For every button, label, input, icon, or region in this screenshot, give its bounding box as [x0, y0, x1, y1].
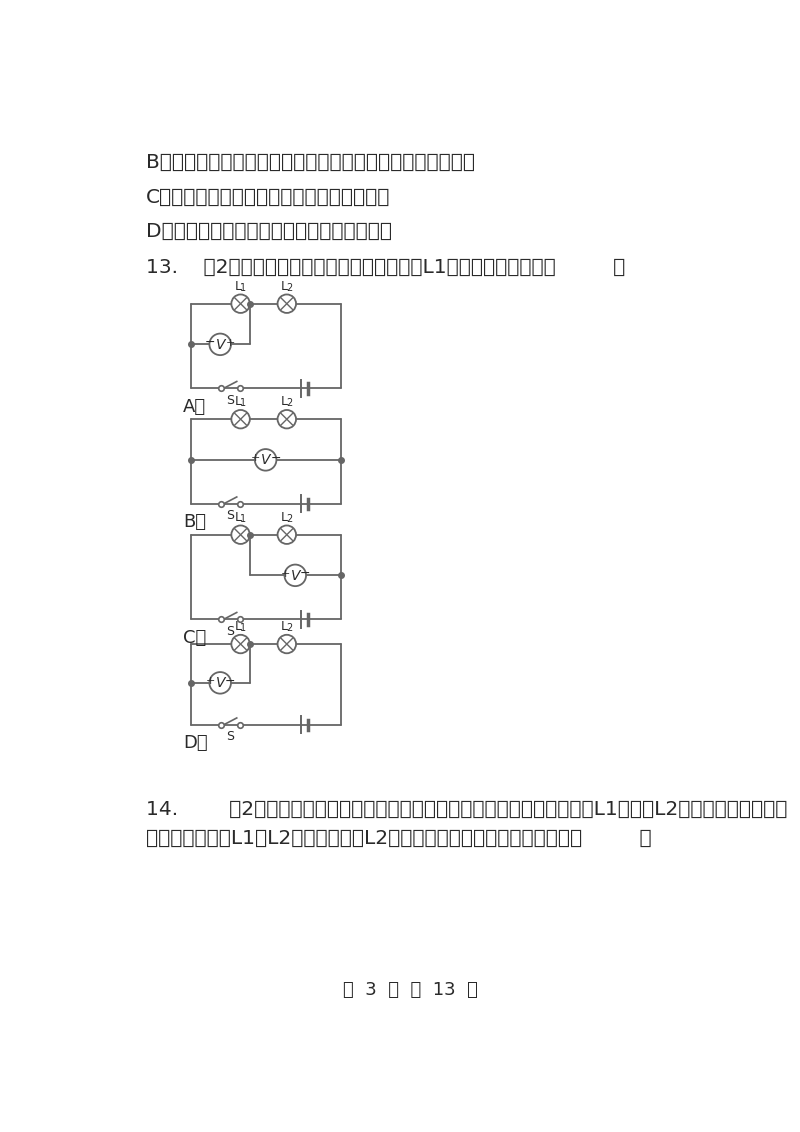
Text: 2: 2 [286, 624, 292, 633]
Text: L: L [234, 280, 242, 293]
Circle shape [278, 410, 296, 428]
Circle shape [231, 635, 250, 653]
Text: D．静电释放时电子运动的方向就是电流方向: D．静电释放时电子运动的方向就是电流方向 [146, 222, 392, 241]
Text: 1: 1 [240, 398, 246, 409]
Text: 2: 2 [286, 514, 292, 524]
Text: 数．关于电路中L1、L2的连接方式和L2不发光的原因，以下判断正确的是（         ）: 数．关于电路中L1、L2的连接方式和L2不发光的原因，以下判断正确的是（ ） [146, 829, 651, 848]
Text: +: + [206, 676, 215, 686]
Text: B．: B． [183, 513, 206, 531]
Text: −: − [225, 675, 235, 688]
Text: S: S [226, 730, 234, 744]
Text: 1: 1 [240, 283, 246, 293]
Text: A．: A． [183, 397, 206, 415]
Text: −: − [300, 567, 310, 581]
Text: 第  3  页  共  13  页: 第 3 页 共 13 页 [342, 981, 478, 1000]
Text: L: L [281, 620, 288, 633]
Text: 1: 1 [240, 514, 246, 524]
Circle shape [210, 672, 231, 694]
Text: +: + [226, 337, 235, 348]
Circle shape [231, 525, 250, 544]
Text: L: L [281, 395, 288, 409]
Circle shape [278, 525, 296, 544]
Text: C．静电释放按鈕上面手触摸的部位是绍缘体: C．静电释放按鈕上面手触摸的部位是绍缘体 [146, 188, 390, 207]
Text: S: S [226, 509, 234, 522]
Text: −: − [205, 336, 215, 350]
Circle shape [231, 294, 250, 312]
Text: C．: C． [183, 628, 206, 646]
Text: V: V [290, 568, 300, 583]
Text: +: + [281, 568, 290, 578]
Circle shape [285, 565, 306, 586]
Circle shape [210, 334, 231, 355]
Text: 2: 2 [286, 398, 292, 409]
Text: V: V [215, 337, 225, 352]
Text: +: + [251, 453, 260, 463]
Text: L: L [234, 620, 242, 633]
Circle shape [255, 449, 277, 471]
Text: L: L [281, 280, 288, 293]
Text: S: S [226, 394, 234, 406]
Text: 2: 2 [286, 283, 292, 293]
Text: 13.    （2分）如图所示，能正确地测出小灯泡L1两端电压的电路是（         ）: 13. （2分）如图所示，能正确地测出小灯泡L1两端电压的电路是（ ） [146, 257, 625, 276]
Circle shape [231, 410, 250, 428]
Text: −: − [270, 452, 281, 465]
Circle shape [278, 294, 296, 312]
Circle shape [278, 635, 296, 653]
Text: L: L [234, 395, 242, 409]
Text: D．: D． [183, 735, 207, 752]
Text: B．摩擦起电的实质是：相互摩擦的物体间产生了电子的得失: B．摩擦起电的实质是：相互摩擦的物体间产生了电子的得失 [146, 153, 475, 172]
Text: 1: 1 [240, 624, 246, 633]
Text: V: V [215, 676, 225, 691]
Text: L: L [281, 511, 288, 524]
Text: L: L [234, 511, 242, 524]
Text: V: V [261, 453, 270, 468]
Text: 14.        （2分）小明在实验时连接了如图所示电路，闭合开关后他看到灯泡L1发光，L2不发光，电压表有示: 14. （2分）小明在实验时连接了如图所示电路，闭合开关后他看到灯泡L1发光，L… [146, 799, 787, 818]
Text: S: S [226, 625, 234, 637]
